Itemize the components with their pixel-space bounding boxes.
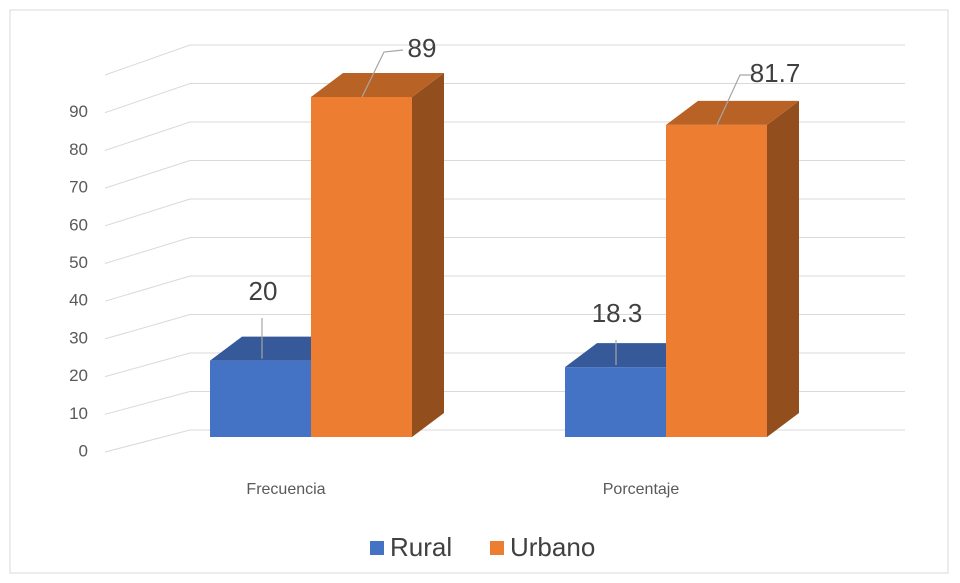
bar-side	[767, 100, 799, 437]
bar	[311, 73, 444, 438]
grid-line	[104, 121, 905, 151]
legend-label: Urbano	[510, 532, 595, 562]
bar-front	[666, 124, 767, 437]
x-tick-label: Frecuencia	[246, 481, 325, 498]
legend-label: Rural	[390, 532, 452, 562]
bar-top	[311, 73, 444, 98]
bar-side	[412, 73, 444, 438]
y-tick-label: 50	[69, 253, 88, 272]
y-tick-label: 30	[69, 328, 88, 347]
bar-front	[210, 360, 311, 437]
data-label: 20	[249, 276, 278, 306]
legend-swatch	[370, 541, 384, 555]
y-tick-label: 10	[69, 404, 88, 423]
y-tick-label: 60	[69, 215, 88, 234]
legend-swatch	[490, 541, 504, 555]
y-tick-label: 90	[69, 102, 88, 121]
chart-frame	[9, 9, 949, 574]
data-label: 89	[408, 33, 437, 63]
leader-line	[361, 49, 404, 98]
y-tick-label: 80	[69, 140, 88, 159]
bar-top	[210, 336, 343, 361]
bar	[666, 100, 799, 437]
x-tick-label: Porcentaje	[603, 481, 680, 498]
y-tick-label: 20	[69, 366, 88, 385]
bar-top	[666, 100, 799, 125]
data-label: 18.3	[592, 298, 643, 328]
bar-top	[565, 343, 698, 368]
grid-line	[104, 83, 905, 114]
grid-line	[104, 44, 905, 76]
leader-line	[716, 74, 752, 126]
data-label: 81.7	[750, 58, 801, 88]
bar-front	[565, 367, 666, 437]
y-tick-label: 0	[79, 441, 88, 460]
y-tick-label: 70	[69, 178, 88, 197]
bar-front	[311, 97, 412, 438]
y-tick-label: 40	[69, 291, 88, 310]
